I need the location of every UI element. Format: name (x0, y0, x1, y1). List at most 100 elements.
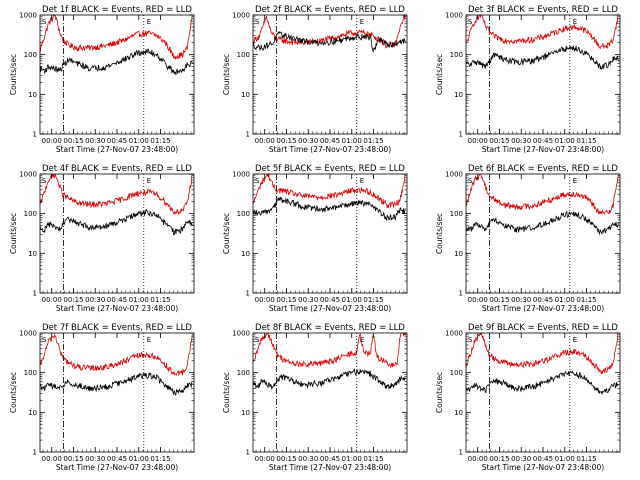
panel-title: Det 1f BLACK = Events, RED = LLD (42, 5, 192, 15)
x-tick-label: 00:15 (63, 137, 83, 145)
y-tick-label: 1000 (19, 330, 37, 338)
lld-series-line (253, 333, 406, 369)
events-series-line (466, 45, 619, 70)
detector-panel-7: Det 7f BLACK = Events, RED = LLD S E 1 10 100… (9, 323, 195, 472)
y-tick-label: 100 (24, 210, 37, 218)
x-tick-label: 01:15 (576, 455, 596, 463)
x-axis-label: Start Time (27-Nov-07 23:48:00) (56, 463, 178, 472)
x-tick-label: 00:45 (320, 455, 340, 463)
x-axis-label: Start Time (27-Nov-07 23:48:00) (56, 304, 178, 313)
x-tick-label: 01:00 (342, 296, 362, 304)
x-axis-label: Start Time (27-Nov-07 23:48:00) (269, 304, 391, 313)
y-tick-label: 1 (33, 131, 37, 139)
x-tick-label: 00:00 (42, 137, 62, 145)
x-tick-label: 00:45 (533, 455, 553, 463)
detector-panel-4: Det 4f BLACK = Events, RED = LLD S E 1 10 100… (9, 164, 195, 313)
y-tick-label: 1 (33, 290, 37, 298)
lld-series-line (40, 174, 193, 216)
y-tick-label: 1000 (445, 12, 463, 20)
y-axis-label: Counts/sec (9, 54, 18, 95)
x-axis-label: Start Time (27-Nov-07 23:48:00) (482, 304, 604, 313)
lld-series-line (466, 333, 619, 375)
y-tick-label: 10 (241, 91, 250, 99)
y-axis-label: Counts/sec (9, 213, 18, 254)
x-axis-label: Start Time (27-Nov-07 23:48:00) (269, 463, 391, 472)
y-tick-label: 1000 (232, 171, 250, 179)
start-marker-label: S (468, 18, 473, 26)
x-tick-label: 00:45 (107, 296, 127, 304)
end-marker-label: E (573, 18, 577, 26)
y-tick-label: 1 (246, 131, 250, 139)
start-marker-label: S (42, 18, 47, 26)
end-marker-label: E (147, 177, 151, 185)
end-marker-label: E (147, 336, 151, 344)
start-marker-label: S (255, 336, 260, 344)
x-tick-label: 00:15 (489, 455, 509, 463)
x-tick-label: 01:15 (576, 137, 596, 145)
x-tick-label: 01:00 (129, 455, 149, 463)
x-tick-label: 00:00 (468, 455, 488, 463)
lld-series-line (253, 174, 406, 208)
x-tick-label: 01:00 (129, 137, 149, 145)
y-tick-label: 1000 (19, 171, 37, 179)
x-tick-label: 00:45 (533, 137, 553, 145)
x-tick-label: 00:30 (511, 137, 531, 145)
x-tick-label: 00:45 (533, 296, 553, 304)
end-marker-label: E (360, 18, 364, 26)
x-tick-label: 01:15 (363, 137, 383, 145)
detector-panel-2: Det 2f BLACK = Events, RED = LLD S E 1 10 100… (222, 5, 408, 154)
y-tick-label: 1000 (19, 12, 37, 20)
lld-series-line (40, 333, 193, 377)
panel-title: Det 8f BLACK = Events, RED = LLD (255, 323, 405, 333)
y-axis-label: Counts/sec (9, 372, 18, 413)
x-tick-label: 00:30 (85, 455, 105, 463)
x-tick-label: 00:45 (320, 296, 340, 304)
end-marker-label: E (147, 18, 151, 26)
x-tick-label: 00:00 (255, 455, 275, 463)
events-series-line (253, 196, 406, 222)
y-axis-label: Counts/sec (222, 54, 231, 95)
detector-panel-1: Det 1f BLACK = Events, RED = LLD S E 1 10 100… (9, 5, 195, 154)
panel-title: Det 7f BLACK = Events, RED = LLD (42, 323, 192, 333)
panel-title: Det 9f BLACK = Events, RED = LLD (468, 323, 618, 333)
x-tick-label: 00:15 (63, 296, 83, 304)
x-tick-label: 00:30 (298, 296, 318, 304)
panel-title: Det 3f BLACK = Events, RED = LLD (468, 5, 618, 15)
y-tick-label: 10 (241, 250, 250, 258)
y-tick-label: 100 (24, 51, 37, 59)
x-tick-label: 00:00 (42, 455, 62, 463)
x-tick-label: 00:30 (85, 296, 105, 304)
events-series-line (466, 370, 619, 395)
y-tick-label: 10 (454, 409, 463, 417)
x-tick-label: 00:00 (42, 296, 62, 304)
x-axis-label: Start Time (27-Nov-07 23:48:00) (482, 145, 604, 154)
y-tick-label: 100 (237, 51, 250, 59)
y-tick-label: 1000 (232, 12, 250, 20)
x-tick-label: 01:00 (555, 455, 575, 463)
y-tick-label: 100 (24, 369, 37, 377)
start-marker-label: S (468, 336, 473, 344)
x-tick-label: 00:00 (255, 296, 275, 304)
y-tick-label: 10 (454, 91, 463, 99)
y-axis-label: Counts/sec (222, 213, 231, 254)
x-tick-label: 00:15 (276, 296, 296, 304)
x-tick-label: 00:45 (320, 137, 340, 145)
end-marker-label: E (360, 177, 364, 185)
panel-title: Det 4f BLACK = Events, RED = LLD (42, 164, 192, 174)
y-tick-label: 1000 (445, 330, 463, 338)
panel-title: Det 5f BLACK = Events, RED = LLD (255, 164, 405, 174)
x-tick-label: 01:15 (363, 296, 383, 304)
y-tick-label: 10 (28, 409, 37, 417)
x-tick-label: 00:30 (511, 455, 531, 463)
x-tick-label: 00:30 (85, 137, 105, 145)
start-marker-label: S (255, 177, 260, 185)
y-tick-label: 1 (459, 131, 463, 139)
end-marker-label: E (360, 336, 364, 344)
y-tick-label: 1000 (232, 330, 250, 338)
detector-panel-8: Det 8f BLACK = Events, RED = LLD S E 1 10 100… (222, 323, 408, 472)
lld-series-line (40, 15, 193, 60)
x-tick-label: 01:15 (150, 455, 170, 463)
x-tick-label: 00:00 (468, 296, 488, 304)
events-series-line (40, 209, 193, 236)
